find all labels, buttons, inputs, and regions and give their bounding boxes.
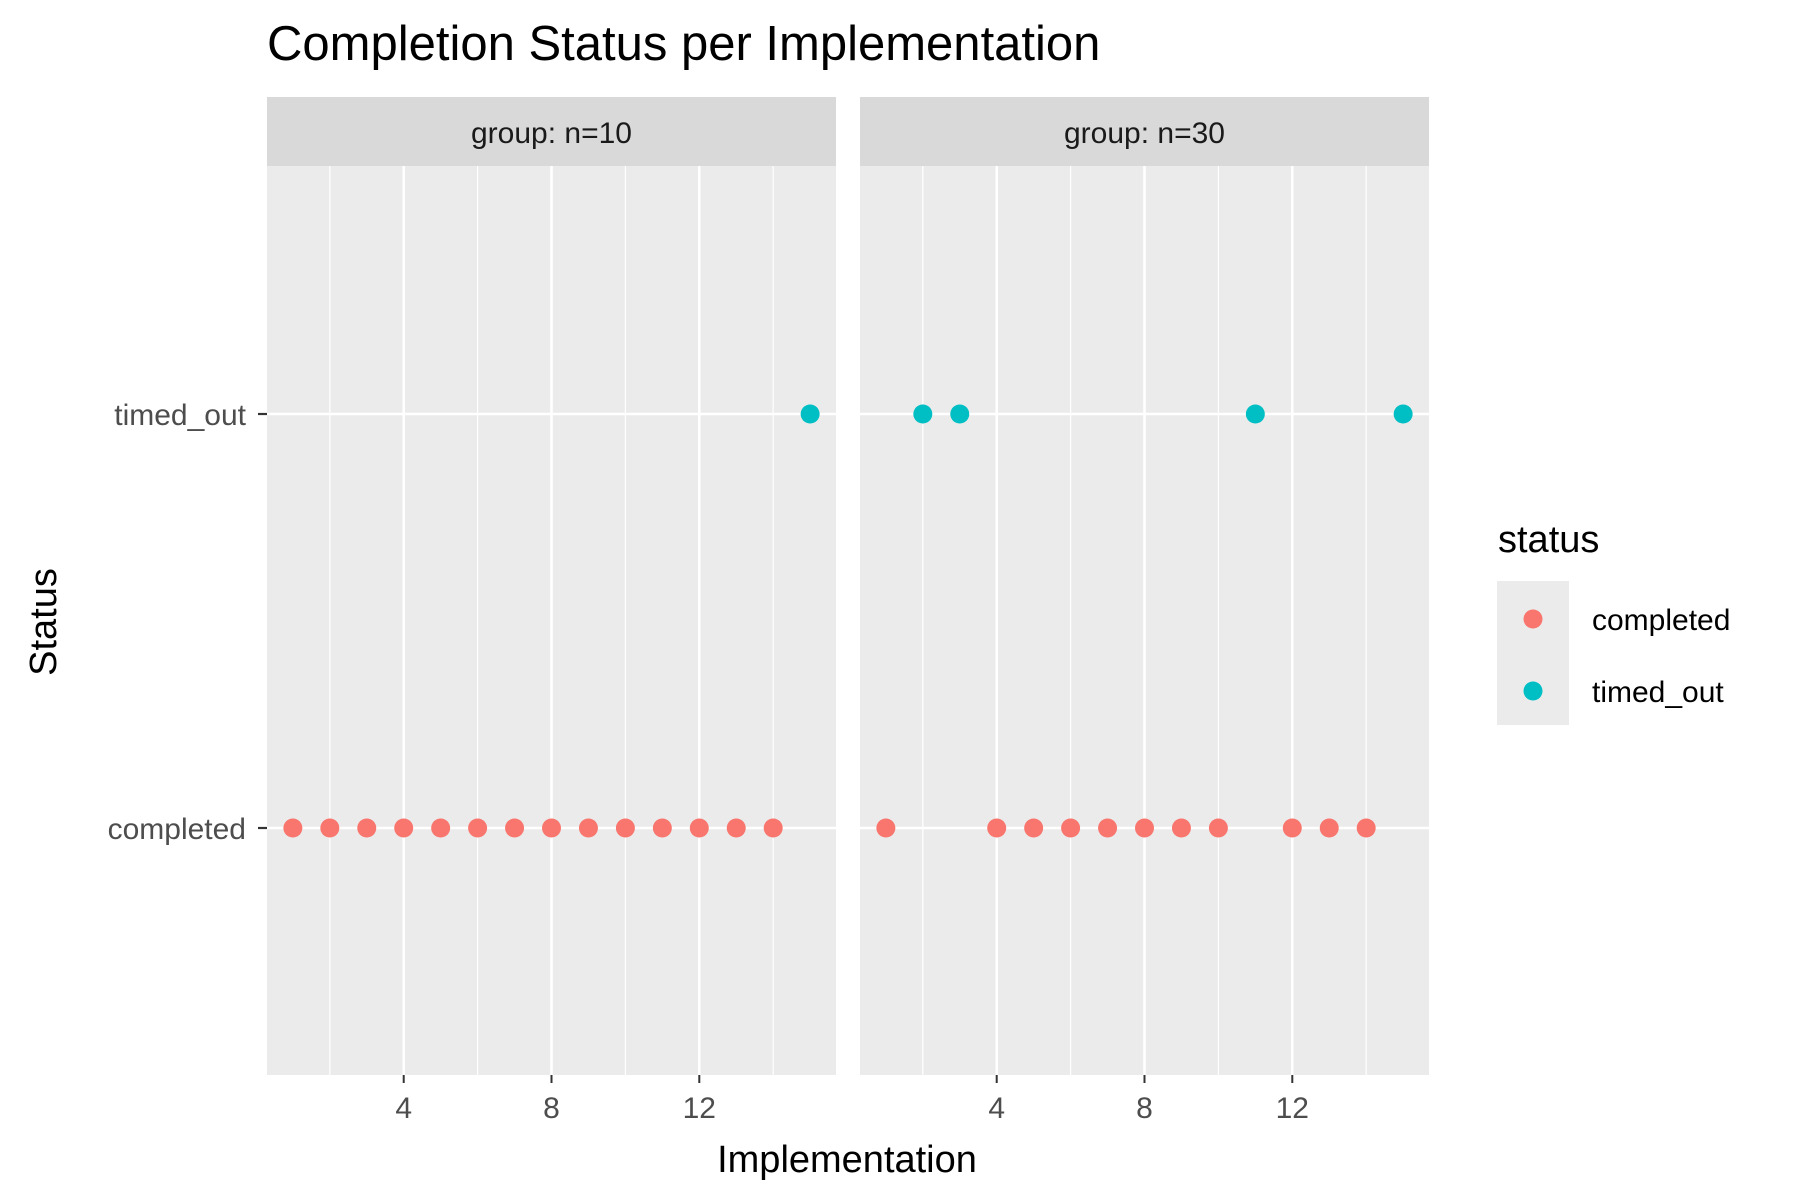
- y-axis-title: Status: [23, 568, 65, 676]
- x-tick-label: 12: [683, 1092, 716, 1125]
- x-axis-title: Implementation: [717, 1139, 977, 1181]
- legend-title: status: [1498, 519, 1599, 561]
- data-point: [950, 404, 970, 424]
- x-tick-label: 8: [543, 1092, 560, 1125]
- data-point: [726, 818, 746, 838]
- data-point: [468, 818, 488, 838]
- data-point: [615, 818, 635, 838]
- data-point: [876, 818, 896, 838]
- data-point: [357, 818, 377, 838]
- data-point: [763, 818, 783, 838]
- data-point: [689, 818, 709, 838]
- data-point: [652, 818, 672, 838]
- data-point: [542, 818, 561, 838]
- data-point: [913, 404, 933, 424]
- facet-panel: group: n=30 4 8 12: [860, 97, 1429, 1125]
- legend-label: completed: [1592, 604, 1730, 637]
- data-point: [1098, 818, 1118, 838]
- facet-panel: group: n=10 4 8 12: [267, 97, 836, 1125]
- data-point: [1024, 818, 1044, 838]
- legend-label: timed_out: [1592, 676, 1724, 709]
- data-point: [987, 818, 1007, 838]
- legend-key-background: [1497, 581, 1569, 725]
- data-point: [505, 818, 525, 838]
- legend: status completed timed_out: [1497, 519, 1730, 725]
- facet-strip-label: group: n=30: [1064, 117, 1225, 150]
- chart-title: Completion Status per Implementation: [267, 17, 1100, 71]
- facet-strip: [860, 97, 1429, 166]
- data-point: [578, 818, 598, 838]
- data-point: [1061, 818, 1081, 838]
- facet-area: group: n=10 4 8 12 group: n=30 4 8 12 completed t…: [108, 97, 1429, 1125]
- facet-strip: [267, 97, 836, 166]
- data-point: [800, 404, 820, 424]
- data-point: [1356, 818, 1376, 838]
- legend-key: [1523, 681, 1543, 701]
- y-tick-label: timed_out: [114, 399, 246, 432]
- y-tick-label: completed: [108, 813, 246, 846]
- legend-key: [1523, 609, 1543, 629]
- data-point: [1208, 818, 1228, 838]
- data-point: [394, 818, 414, 838]
- data-point: [1282, 818, 1302, 838]
- data-point: [1171, 818, 1191, 838]
- x-tick-label: 12: [1276, 1092, 1309, 1125]
- data-point: [283, 818, 303, 838]
- data-point: [1393, 404, 1413, 424]
- facet-strip-label: group: n=10: [471, 117, 632, 150]
- data-point: [431, 818, 451, 838]
- x-tick-label: 4: [395, 1092, 412, 1125]
- x-tick-label: 4: [988, 1092, 1005, 1125]
- x-tick-label: 8: [1136, 1092, 1153, 1125]
- data-point: [1245, 404, 1265, 424]
- data-point: [1319, 818, 1339, 838]
- data-point: [1135, 818, 1154, 838]
- data-point: [320, 818, 340, 838]
